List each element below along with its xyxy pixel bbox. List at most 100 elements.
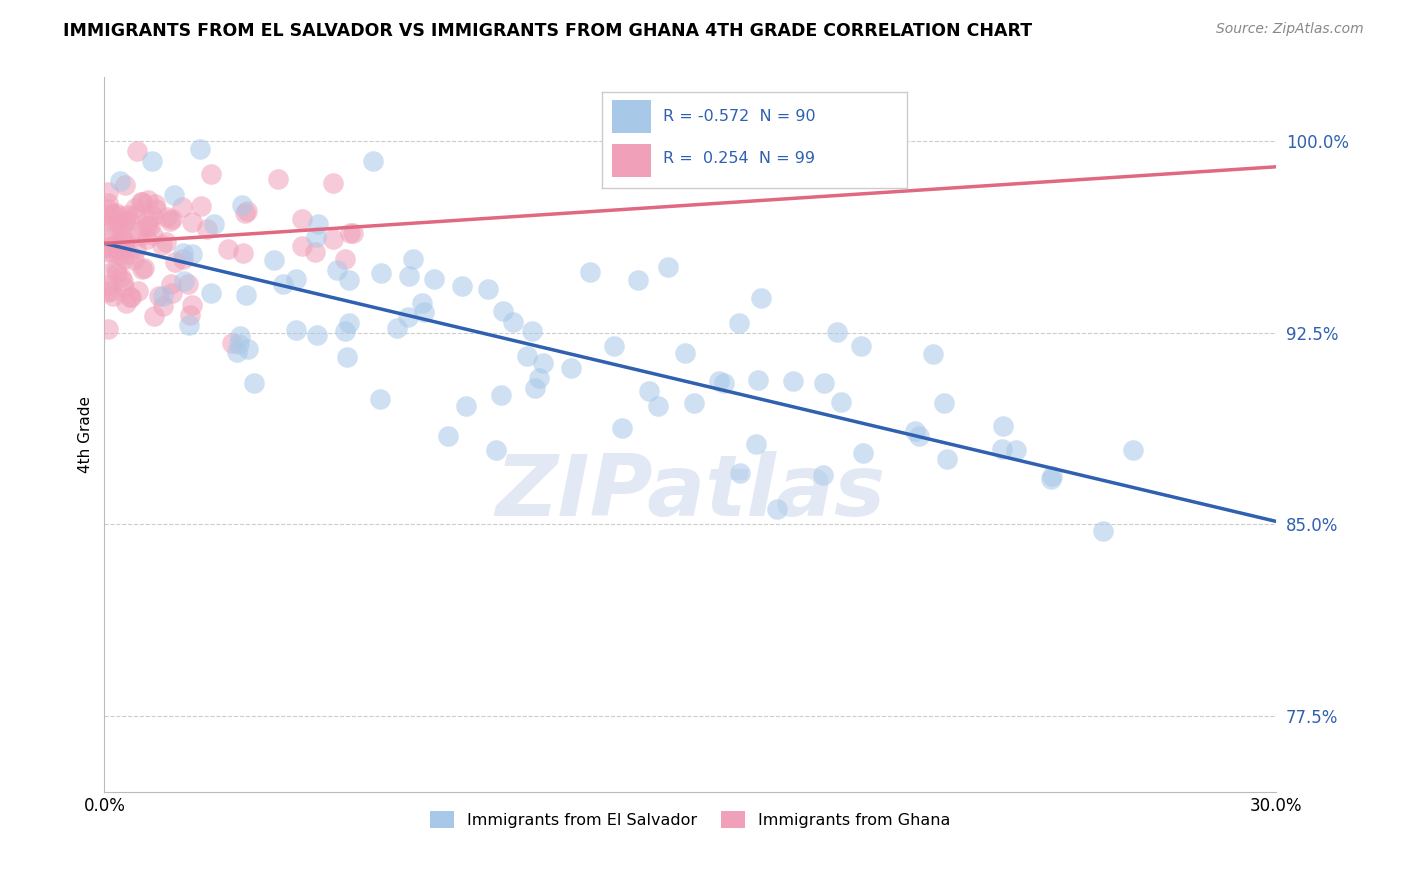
Point — [111, 232, 134, 246]
Point — [155, 235, 177, 249]
Point — [111, 274, 134, 288]
Point — [326, 263, 349, 277]
Point — [101, 245, 124, 260]
Point — [129, 194, 152, 209]
Point — [97, 202, 120, 216]
Point — [579, 265, 602, 279]
Point — [342, 226, 364, 240]
Point — [105, 236, 128, 251]
Point — [163, 188, 186, 202]
Point — [136, 219, 159, 233]
Point — [143, 197, 166, 211]
Point — [107, 214, 129, 228]
Point — [647, 399, 669, 413]
Point — [232, 245, 254, 260]
Point — [160, 285, 183, 300]
Point — [159, 277, 181, 291]
Point — [852, 446, 875, 460]
Point — [333, 252, 356, 266]
Point — [97, 240, 120, 254]
Text: IMMIGRANTS FROM EL SALVADOR VS IMMIGRANTS FROM GHANA 4TH GRADE CORRELATION CHART: IMMIGRANTS FROM EL SALVADOR VS IMMIGRANT… — [63, 22, 1032, 40]
Point — [200, 167, 222, 181]
Point — [903, 424, 925, 438]
Point — [713, 376, 735, 390]
Point — [657, 260, 679, 275]
Point — [118, 247, 141, 261]
Point — [141, 154, 163, 169]
Point — [266, 172, 288, 186]
Point — [163, 255, 186, 269]
Point — [387, 321, 409, 335]
Point — [200, 285, 222, 300]
Point — [1040, 469, 1063, 483]
Point — [156, 210, 179, 224]
Point — [745, 437, 768, 451]
Point — [991, 418, 1014, 433]
Point — [179, 308, 201, 322]
Point — [339, 226, 361, 240]
Point — [112, 252, 135, 267]
Point — [228, 329, 250, 343]
Point — [396, 310, 419, 324]
Point — [131, 262, 153, 277]
Point — [104, 206, 127, 220]
Point — [307, 328, 329, 343]
Point — [181, 298, 204, 312]
Point — [637, 384, 659, 399]
Point — [922, 347, 945, 361]
Point — [522, 324, 544, 338]
Point — [226, 344, 249, 359]
Point — [747, 373, 769, 387]
Point — [477, 282, 499, 296]
Point — [118, 290, 141, 304]
Point — [129, 229, 152, 244]
Point — [127, 145, 149, 159]
Point — [111, 219, 134, 233]
Point — [228, 336, 250, 351]
Point — [683, 396, 706, 410]
Point — [766, 501, 789, 516]
Point — [485, 442, 508, 457]
Point — [128, 224, 150, 238]
Point — [322, 176, 344, 190]
Point — [97, 210, 120, 224]
Point — [337, 316, 360, 330]
Point — [813, 376, 835, 390]
Point — [108, 174, 131, 188]
Point — [673, 346, 696, 360]
Point — [322, 232, 344, 246]
Point — [107, 242, 129, 256]
Point — [908, 428, 931, 442]
Point — [142, 209, 165, 223]
Point — [179, 318, 201, 332]
Point — [114, 235, 136, 249]
Point — [108, 248, 131, 262]
Point — [851, 338, 873, 352]
Point — [120, 290, 142, 304]
Point — [159, 214, 181, 228]
Point — [531, 356, 554, 370]
Point — [124, 253, 146, 268]
Point — [110, 269, 132, 284]
Point — [142, 227, 165, 242]
Point — [830, 395, 852, 409]
Point — [370, 266, 392, 280]
Point — [190, 199, 212, 213]
Point — [115, 208, 138, 222]
Point — [235, 287, 257, 301]
Point — [749, 291, 772, 305]
Point — [127, 284, 149, 298]
Point — [825, 325, 848, 339]
Y-axis label: 4th Grade: 4th Grade — [79, 396, 93, 474]
Point — [243, 376, 266, 391]
Point — [612, 421, 634, 435]
Point — [145, 202, 167, 216]
Point — [114, 215, 136, 229]
Point — [491, 304, 513, 318]
Point — [152, 289, 174, 303]
Point — [363, 154, 385, 169]
Point — [160, 211, 183, 226]
Point — [181, 247, 204, 261]
Point — [934, 396, 956, 410]
Point — [100, 206, 122, 220]
